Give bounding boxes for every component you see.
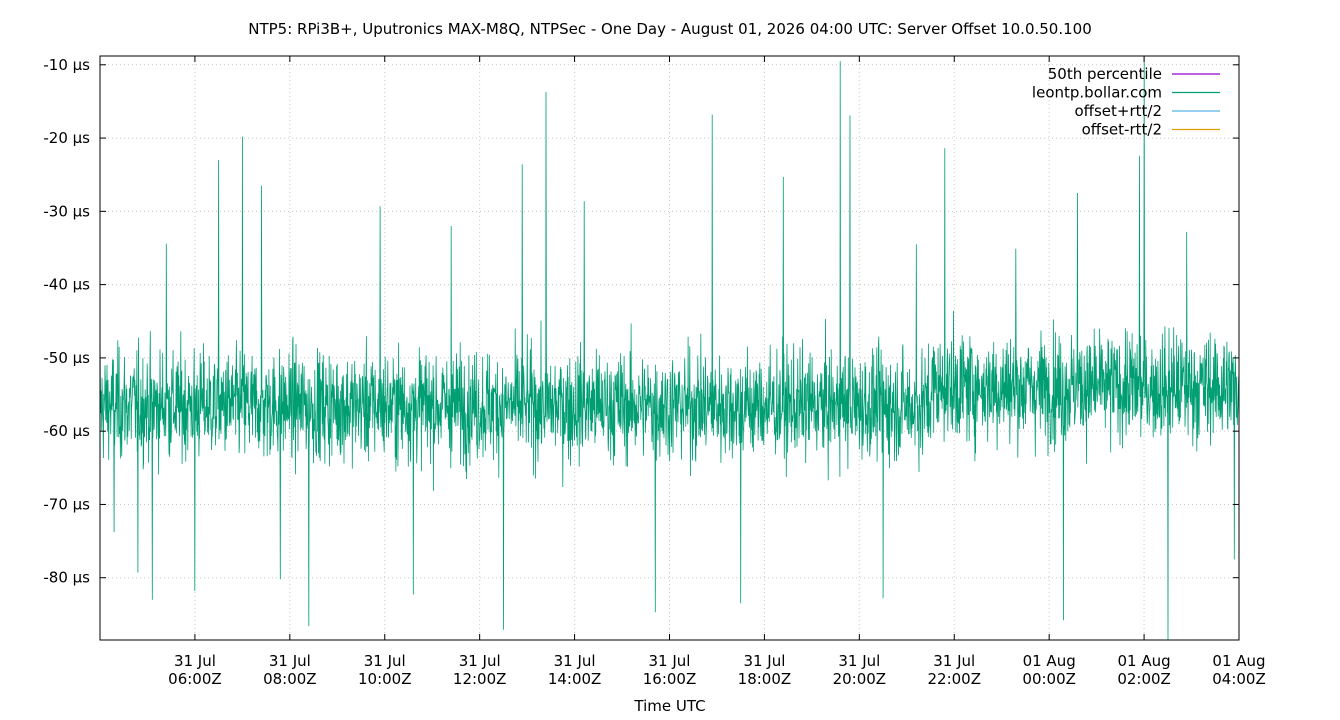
x-tick-label-time: 20:00Z <box>833 670 887 688</box>
x-tick-label-time: 08:00Z <box>263 670 317 688</box>
data-series-leontp <box>99 57 1240 641</box>
legend-label: 50th percentile <box>1048 65 1162 83</box>
x-tick-label-time: 12:00Z <box>453 670 507 688</box>
legend-label: offset+rtt/2 <box>1074 102 1162 120</box>
x-tick-label-date: 31 Jul <box>649 652 691 670</box>
x-tick-label-date: 31 Jul <box>364 652 406 670</box>
x-tick-label-date: 01 Aug <box>1118 652 1171 670</box>
legend-label: offset-rtt/2 <box>1082 121 1162 139</box>
x-tick-label-date: 01 Aug <box>1023 652 1076 670</box>
x-tick-label-time: 06:00Z <box>168 670 222 688</box>
x-tick-label-date: 31 Jul <box>838 652 880 670</box>
y-tick-label: -80 µs <box>43 569 90 587</box>
y-tick-label: -70 µs <box>43 495 90 513</box>
legend: 50th percentileleontp.bollar.comoffset+r… <box>1032 65 1220 139</box>
legend-label: leontp.bollar.com <box>1032 84 1162 102</box>
x-tick-label-date: 31 Jul <box>459 652 501 670</box>
x-tick-label-date: 31 Jul <box>269 652 311 670</box>
y-tick-label: -60 µs <box>43 422 90 440</box>
y-tick-label: -40 µs <box>43 276 90 294</box>
x-tick-label-date: 31 Jul <box>174 652 216 670</box>
x-tick-label-time: 04:00Z <box>1212 670 1266 688</box>
x-axis-label: Time UTC <box>633 697 705 715</box>
series-line-leontp <box>99 57 1240 641</box>
x-tick-label-time: 02:00Z <box>1117 670 1171 688</box>
x-tick-label-date: 31 Jul <box>743 652 785 670</box>
y-tick-label: -20 µs <box>43 129 90 147</box>
x-tick-label-time: 18:00Z <box>738 670 792 688</box>
x-tick-label-time: 22:00Z <box>927 670 981 688</box>
y-tick-label: -50 µs <box>43 349 90 367</box>
y-tick-label: -10 µs <box>43 56 90 74</box>
y-tick-label: -30 µs <box>43 202 90 220</box>
x-tick-label-time: 10:00Z <box>358 670 412 688</box>
grid-lines <box>100 56 1239 640</box>
x-tick-label-date: 31 Jul <box>554 652 596 670</box>
x-tick-label-date: 31 Jul <box>933 652 975 670</box>
y-axis: -10 µs -20 µs -30 µs -40 µs -50 µs -60 µs -70 … <box>43 56 1239 587</box>
x-tick-label-time: 16:00Z <box>643 670 697 688</box>
x-tick-label-date: 01 Aug <box>1212 652 1265 670</box>
x-tick-label-time: 00:00Z <box>1022 670 1076 688</box>
chart-title: NTP5: RPi3B+, Uputronics MAX-M8Q, NTPSec… <box>248 20 1092 38</box>
x-tick-label-time: 14:00Z <box>548 670 602 688</box>
